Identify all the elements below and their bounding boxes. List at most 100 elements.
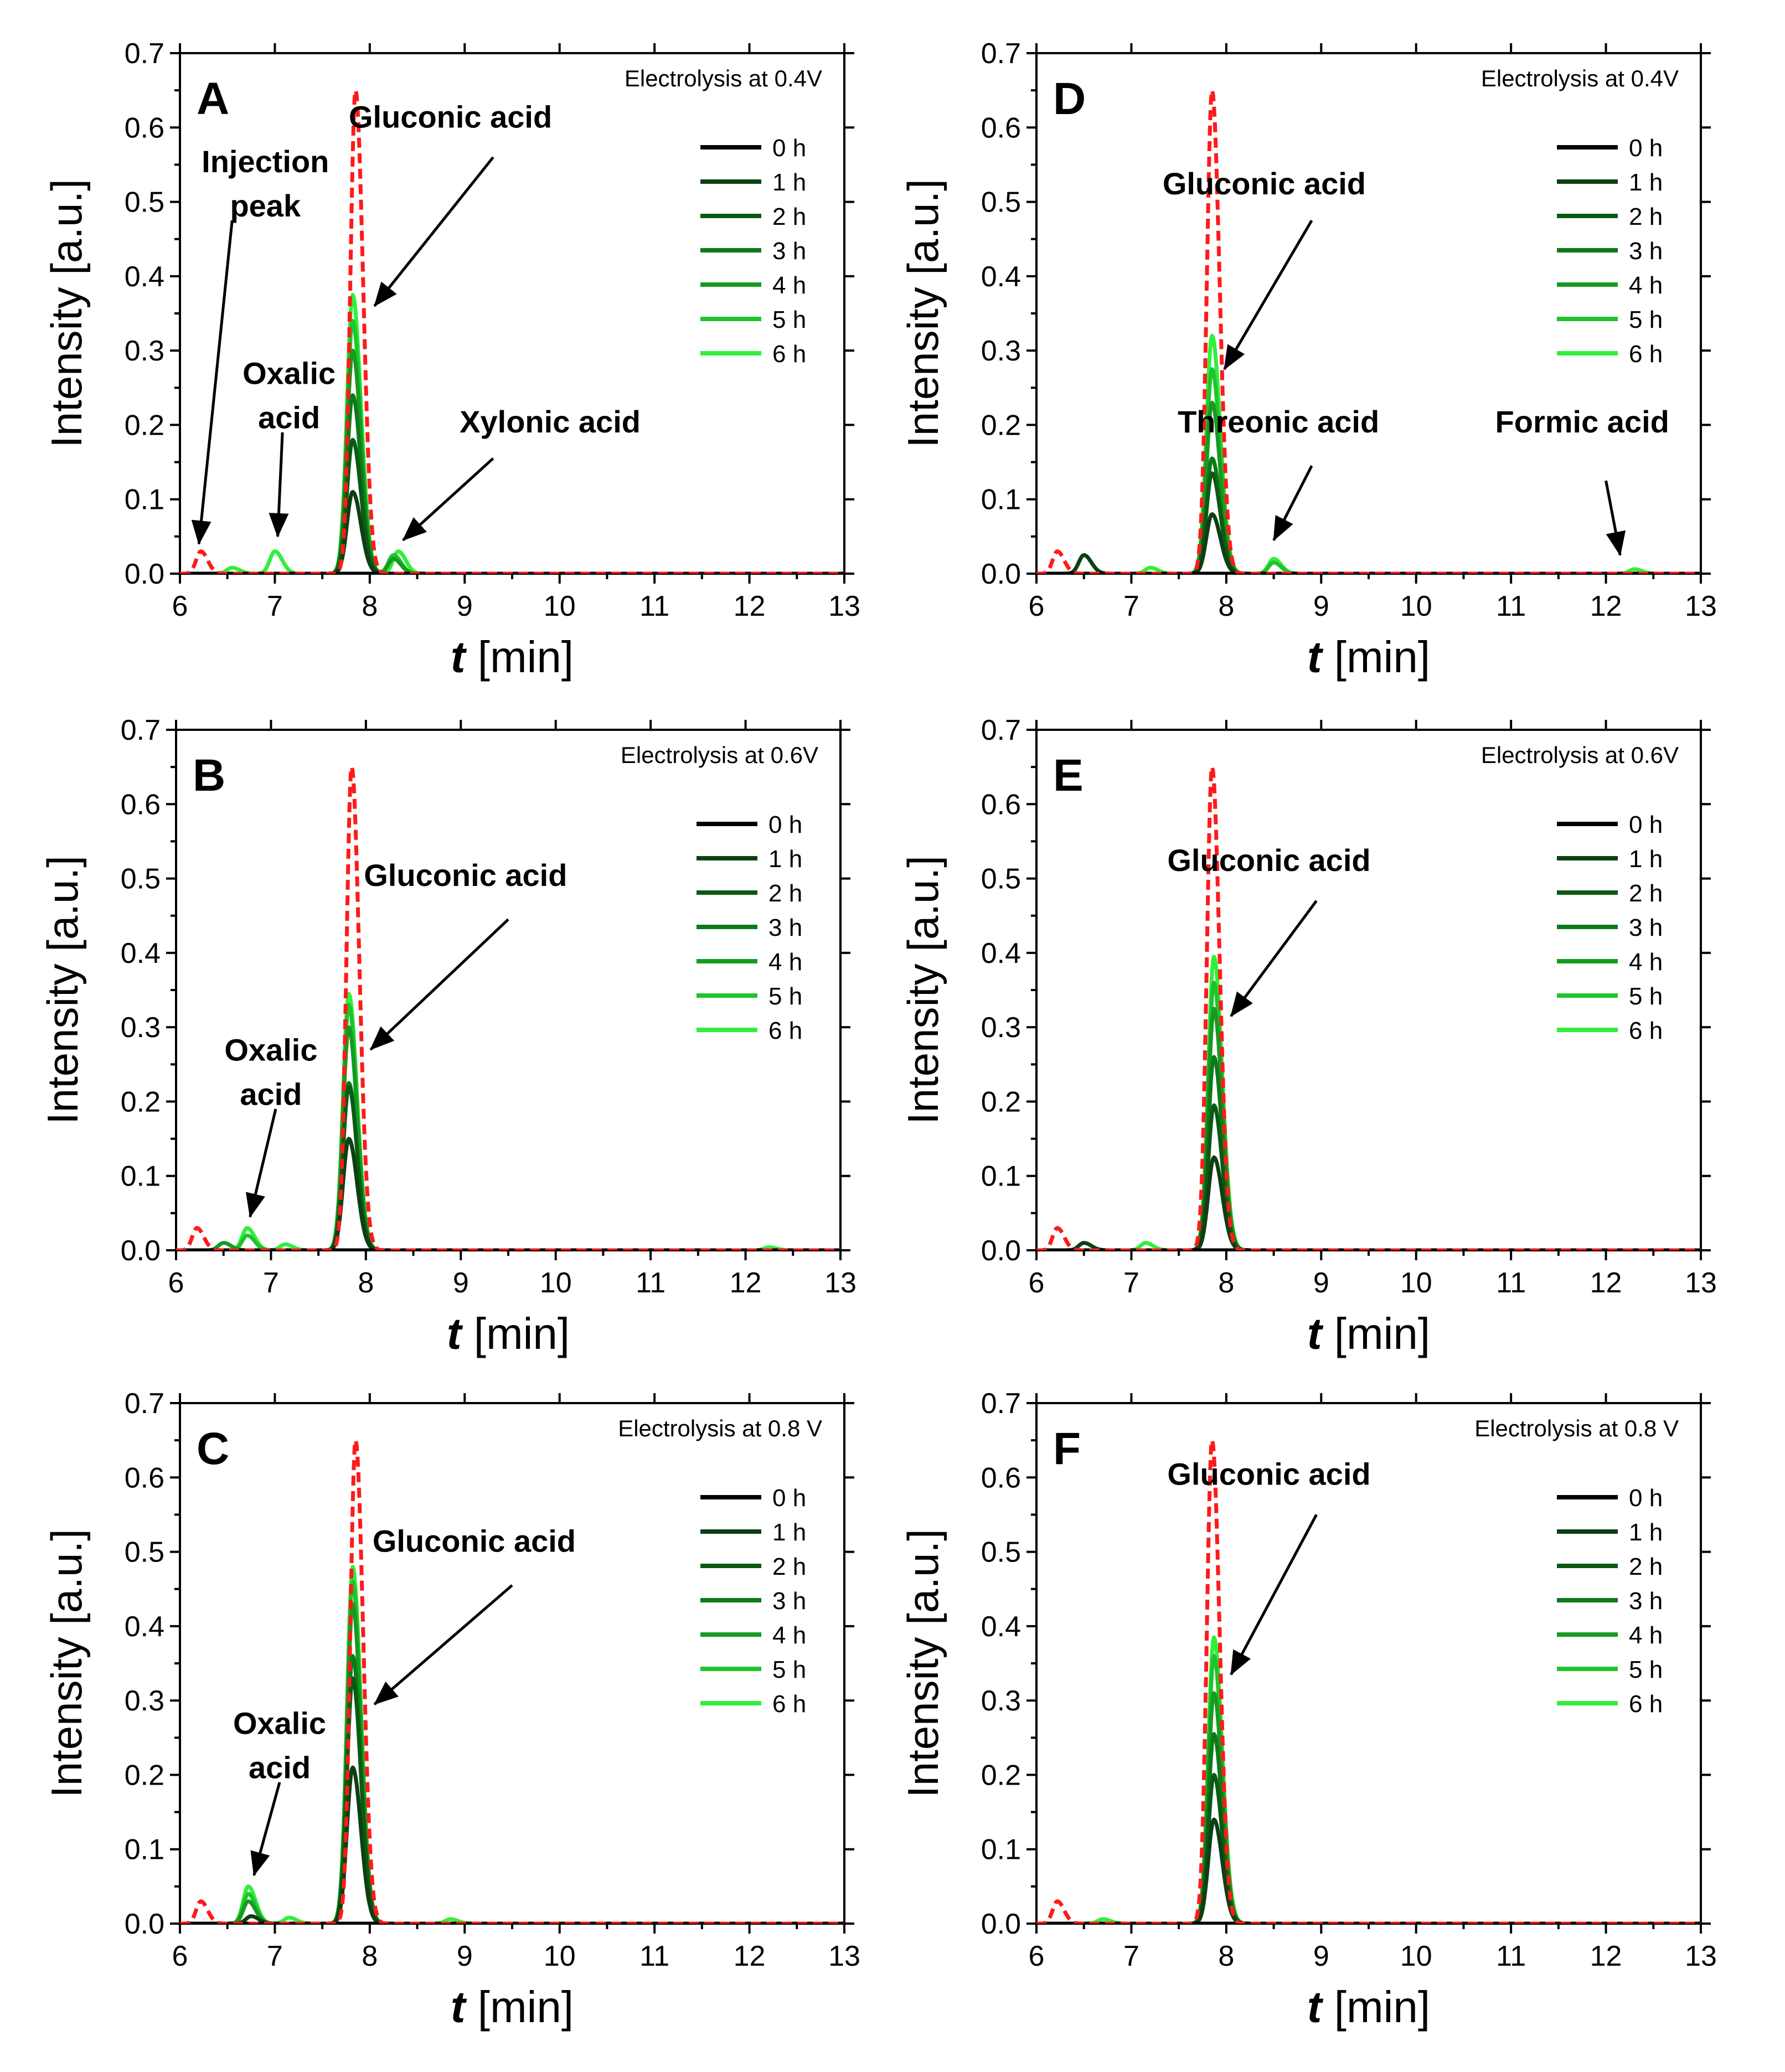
annotation-label: Gluconic acid [1163, 166, 1366, 201]
legend-entry: 2 h [772, 203, 806, 230]
x-axis-label: t [min] [447, 1309, 570, 1358]
x-axis-unit-gap [1322, 1982, 1334, 2032]
x-tick-label: 9 [1313, 590, 1329, 622]
legend-entry: 1 h [772, 169, 806, 196]
x-tick-label: 12 [1590, 1940, 1622, 1972]
annotation-arrow [1230, 900, 1318, 1017]
legend-entry: 3 h [772, 238, 806, 265]
series-line-3h [1036, 1055, 1701, 1250]
legend-entry: 3 h [772, 1587, 806, 1615]
legend-entry: 6 h [768, 1017, 802, 1044]
x-tick-label: 13 [1685, 1267, 1717, 1299]
y-tick-label: 0.7 [981, 1388, 1021, 1420]
x-tick-label: 9 [457, 590, 473, 622]
y-tick-label: 0.6 [121, 788, 161, 821]
series-line-6h [1036, 1635, 1701, 1924]
reference-dashed-line [1036, 766, 1701, 1250]
x-tick-label: 12 [734, 1940, 766, 1972]
legend-entry: 0 h [772, 1485, 806, 1512]
annotation: Formic acid [1495, 404, 1669, 556]
curves [1036, 1440, 1701, 1924]
y-axis-label: Intensity [a.u.] [899, 179, 947, 448]
annotation-arrow [1605, 480, 1626, 556]
series-line-1h [180, 1765, 844, 1924]
y-tick-label: 0.6 [125, 1462, 164, 1494]
x-tick-label: 10 [540, 1267, 572, 1299]
annotation-arrow [1230, 1514, 1318, 1676]
annotation-arrow [1223, 219, 1313, 370]
y-tick-label: 0.6 [981, 112, 1021, 144]
panel-letter: E [1053, 750, 1084, 801]
x-axis-variable: t [1307, 1982, 1324, 2032]
annotation-arrow [1272, 465, 1313, 542]
x-axis-unit: [min] [1334, 1309, 1430, 1358]
annotation-label: acid [249, 1750, 311, 1785]
x-axis-unit: [min] [1334, 632, 1430, 682]
legend-entry: 1 h [1629, 1519, 1663, 1546]
annotation-label: Gluconic acid [364, 858, 567, 893]
y-tick-label: 0.6 [125, 112, 164, 144]
annotation-label: acid [240, 1077, 302, 1112]
panel-d: 0.0 0.1 0.2 0.3 0.4 0.5 0.6 0.7 6 7 8 9 10 11 12 13 Inte… [899, 38, 1717, 682]
x-tick-label: 7 [1123, 590, 1139, 622]
annotation: Oxalic acid [233, 1706, 326, 1877]
annotation: Gluconic acid [1167, 1457, 1371, 1676]
annotation: Oxalic acid [243, 356, 336, 538]
x-tick-label: 8 [358, 1267, 374, 1299]
y-tick-label: 0.7 [981, 38, 1021, 70]
series-line-6h [180, 1564, 844, 1924]
y-tick-label: 0.0 [981, 1235, 1021, 1267]
annotation-label: Gluconic acid [373, 1524, 576, 1559]
x-tick-label: 9 [457, 1940, 473, 1972]
annotation-label: Gluconic acid [349, 99, 552, 134]
legend-entry: 1 h [1629, 169, 1663, 196]
panel-letter: D [1053, 74, 1086, 124]
y-tick-label: 0.1 [981, 484, 1021, 516]
x-axis-label: t [min] [451, 1982, 574, 2032]
y-tick-label: 0.2 [981, 1086, 1021, 1118]
annotation-label: Oxalic [243, 356, 336, 391]
y-tick-label: 0.3 [981, 1012, 1021, 1044]
y-axis-label: Intensity [a.u.] [42, 1529, 91, 1798]
y-tick-label: 0.3 [121, 1012, 161, 1044]
annotation: Gluconic acid [349, 99, 552, 307]
x-tick-label: 7 [267, 1940, 283, 1972]
legend-entry: 1 h [1629, 846, 1663, 873]
curves [180, 1440, 844, 1924]
y-tick-label: 0.5 [125, 187, 164, 219]
x-tick-label: 13 [1685, 590, 1717, 622]
panel-letter: C [197, 1424, 229, 1474]
y-tick-label: 0.7 [125, 38, 164, 70]
legend-entry: 0 h [1629, 811, 1663, 838]
y-tick-label: 0.0 [981, 1908, 1021, 1940]
series-line-6h [1036, 955, 1701, 1250]
legend-entry: 5 h [1629, 306, 1663, 333]
annotation-label: Formic acid [1495, 404, 1669, 439]
annotation-label: Threonic acid [1178, 404, 1379, 439]
annotation-arrow [402, 457, 494, 542]
series-line-2h [1036, 1772, 1701, 1924]
legend-entry: 6 h [772, 1690, 806, 1718]
annotation: Gluconic acid [373, 1524, 576, 1705]
y-tick-label: 0.4 [125, 261, 164, 293]
panel-f: 0.0 0.1 0.2 0.3 0.4 0.5 0.6 0.7 6 7 8 9 10 11 12 13 Inte… [899, 1388, 1717, 2032]
legend-entry: 3 h [1629, 914, 1663, 941]
annotation-label: acid [258, 400, 320, 435]
y-tick-label: 0.1 [121, 1161, 161, 1193]
legend-entry: 2 h [1629, 1553, 1663, 1580]
legend-entry: 6 h [1629, 1017, 1663, 1044]
legend-entry: 2 h [772, 1553, 806, 1580]
y-tick-label: 0.4 [121, 937, 161, 970]
y-tick-label: 0.0 [125, 1908, 164, 1940]
x-tick-label: 6 [172, 590, 188, 622]
y-tick-label: 0.0 [121, 1235, 161, 1267]
x-axis-variable: t [1307, 632, 1324, 682]
legend-entry: 0 h [772, 135, 806, 162]
legend-entry: 5 h [772, 1656, 806, 1683]
legend-entry: 4 h [1629, 949, 1663, 976]
series-line-3h [1036, 456, 1701, 574]
panel-a: 0.0 0.1 0.2 0.3 0.4 0.5 0.6 0.7 6 7 8 9 10 11 12 13 Inte… [42, 38, 860, 682]
panel-e: 0.0 0.1 0.2 0.3 0.4 0.5 0.6 0.7 6 7 8 9 10 11 12 13 Inte… [899, 714, 1717, 1358]
legend-entry: 1 h [768, 846, 802, 873]
